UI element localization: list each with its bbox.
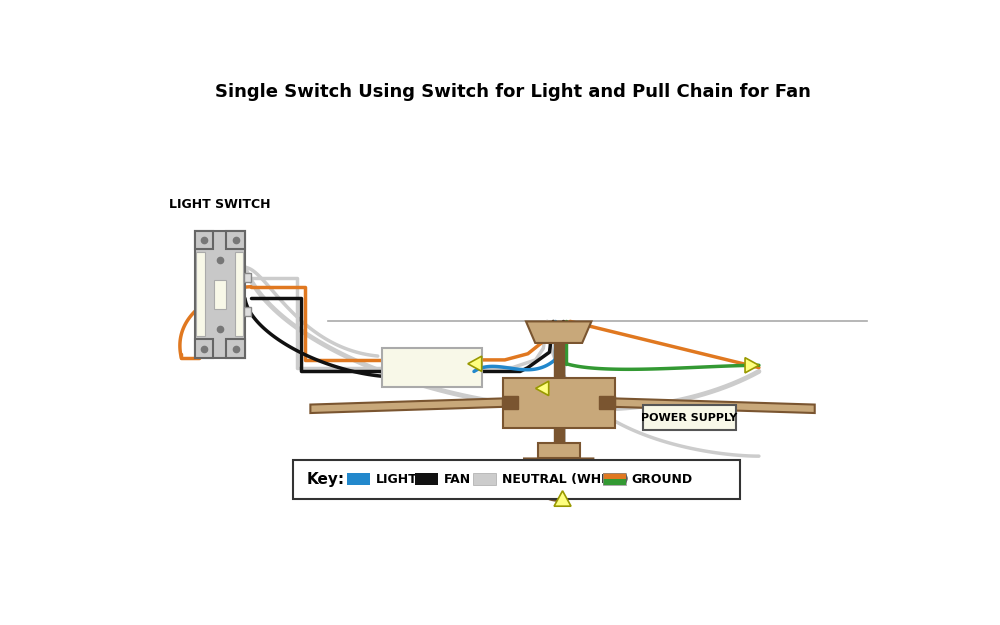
Polygon shape xyxy=(615,398,815,413)
Bar xyxy=(603,474,626,479)
Polygon shape xyxy=(745,357,759,373)
Bar xyxy=(554,343,564,377)
Bar xyxy=(415,474,438,485)
Bar xyxy=(195,339,213,358)
Text: LIGHT: LIGHT xyxy=(376,472,418,486)
Polygon shape xyxy=(526,321,591,343)
Bar xyxy=(554,428,564,443)
Polygon shape xyxy=(468,356,482,371)
Bar xyxy=(603,474,626,485)
Text: POWER SUPPLY: POWER SUPPLY xyxy=(641,412,738,422)
Bar xyxy=(643,406,736,430)
Polygon shape xyxy=(536,381,549,396)
Bar xyxy=(196,253,205,336)
Bar xyxy=(214,280,226,309)
Bar xyxy=(195,231,245,358)
Bar xyxy=(473,474,496,485)
Bar xyxy=(293,460,740,499)
Bar xyxy=(244,307,251,316)
Text: GROUND: GROUND xyxy=(632,472,693,486)
Bar xyxy=(538,443,580,459)
Text: LIGHT SWITCH: LIGHT SWITCH xyxy=(169,198,271,211)
Bar xyxy=(195,231,213,249)
Bar xyxy=(235,253,243,336)
Bar xyxy=(603,479,626,485)
Text: Key:: Key: xyxy=(307,472,345,487)
Text: FAN: FAN xyxy=(444,472,471,486)
Bar xyxy=(347,474,370,485)
Bar xyxy=(226,339,245,358)
Bar xyxy=(599,396,615,409)
Text: NEUTRAL (WHITE): NEUTRAL (WHITE) xyxy=(502,472,629,486)
Bar xyxy=(226,231,245,249)
Text: Single Switch Using Switch for Light and Pull Chain for Fan: Single Switch Using Switch for Light and… xyxy=(215,82,810,101)
Polygon shape xyxy=(524,459,593,501)
Polygon shape xyxy=(554,491,571,506)
Polygon shape xyxy=(310,398,503,413)
Bar xyxy=(503,378,615,428)
Bar xyxy=(244,273,251,282)
Bar xyxy=(382,348,482,387)
Bar xyxy=(503,396,518,409)
